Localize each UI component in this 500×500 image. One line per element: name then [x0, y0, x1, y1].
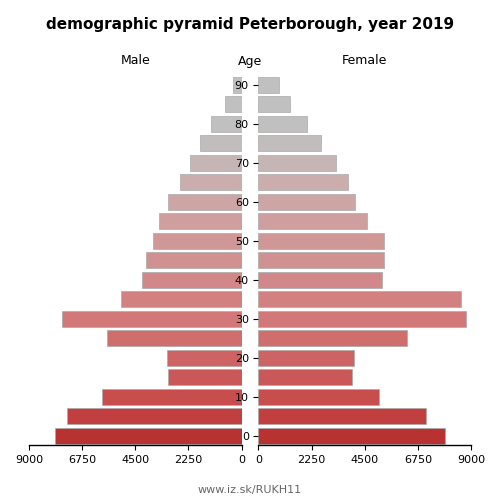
Bar: [258, 135, 321, 151]
Bar: [258, 428, 445, 444]
Bar: [258, 174, 348, 190]
Bar: [146, 252, 242, 268]
Bar: [258, 154, 336, 170]
Bar: [211, 116, 242, 132]
Text: Male: Male: [120, 54, 150, 68]
Bar: [102, 388, 242, 404]
Bar: [180, 174, 242, 190]
Bar: [258, 350, 354, 366]
Bar: [258, 369, 352, 385]
Text: Age: Age: [238, 54, 262, 68]
Bar: [153, 232, 242, 248]
Bar: [224, 96, 242, 112]
Bar: [258, 116, 307, 132]
Bar: [168, 369, 242, 385]
Bar: [167, 350, 242, 366]
Bar: [258, 232, 384, 248]
Bar: [258, 96, 290, 112]
Text: www.iz.sk/RUKH11: www.iz.sk/RUKH11: [198, 485, 302, 495]
Bar: [258, 310, 466, 326]
Text: demographic pyramid Peterborough, year 2019: demographic pyramid Peterborough, year 2…: [46, 18, 454, 32]
Text: Female: Female: [342, 54, 388, 68]
Bar: [55, 428, 242, 444]
Bar: [190, 154, 242, 170]
Bar: [258, 194, 356, 210]
Bar: [62, 310, 242, 326]
Bar: [258, 330, 407, 346]
Bar: [200, 135, 241, 151]
Bar: [107, 330, 242, 346]
Bar: [67, 408, 242, 424]
Bar: [258, 388, 379, 404]
Bar: [258, 77, 278, 92]
Bar: [168, 194, 242, 210]
Bar: [121, 291, 242, 307]
Bar: [258, 291, 462, 307]
Bar: [159, 213, 242, 229]
Bar: [232, 77, 241, 92]
Bar: [258, 213, 367, 229]
Bar: [258, 272, 382, 287]
Bar: [258, 252, 384, 268]
Bar: [142, 272, 242, 287]
Bar: [258, 408, 426, 424]
